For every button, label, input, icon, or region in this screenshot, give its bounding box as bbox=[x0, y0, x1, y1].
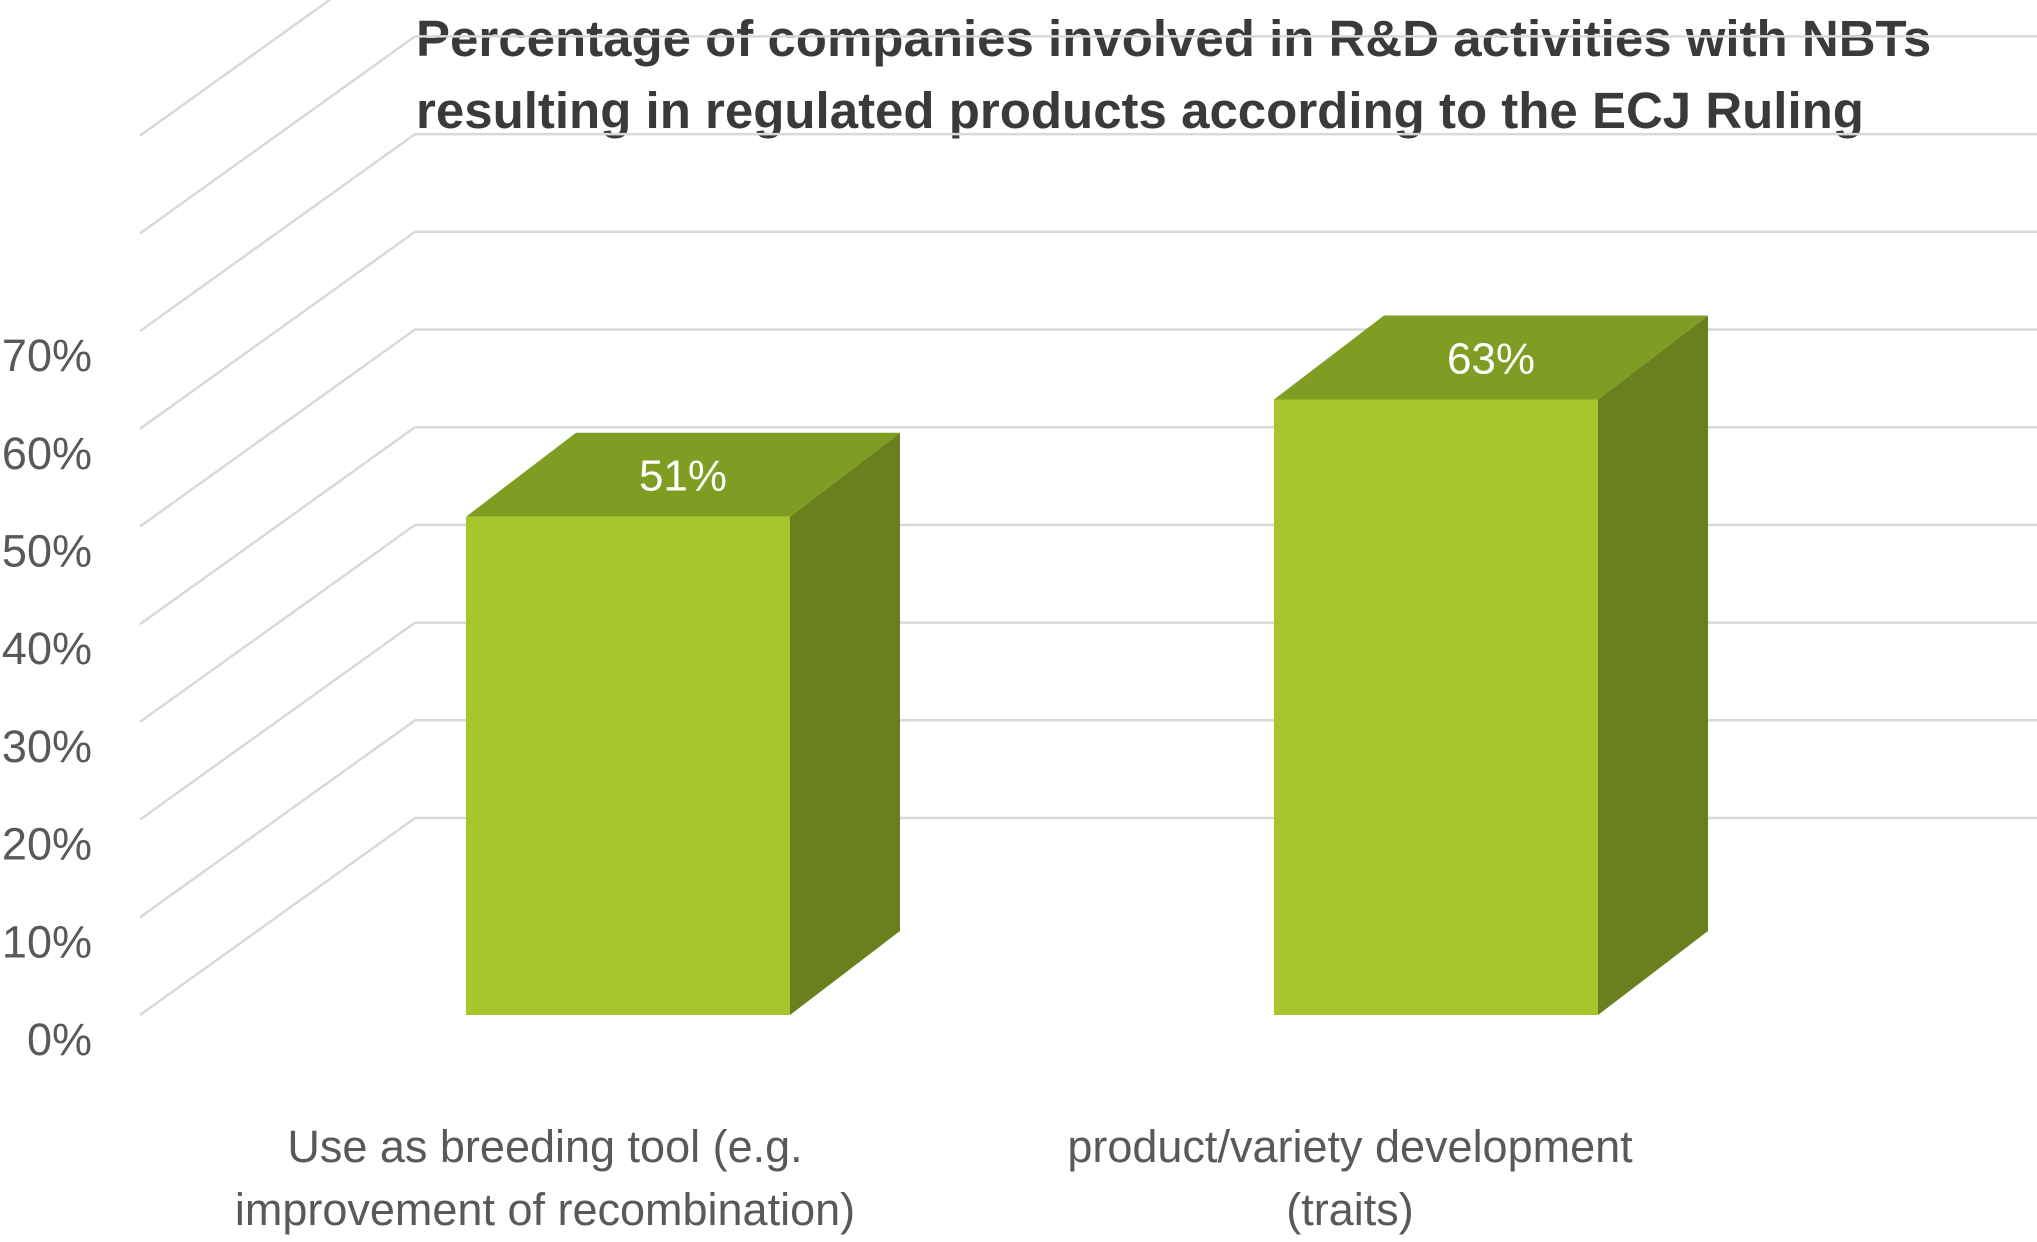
bar: 51% bbox=[466, 432, 900, 1016]
bar-top-face bbox=[466, 432, 900, 517]
y-tick-label: 50% bbox=[2, 526, 92, 577]
gridline-side bbox=[139, 0, 332, 137]
category-label: (traits) bbox=[1286, 1184, 1414, 1235]
y-tick-label: 60% bbox=[2, 428, 92, 479]
chart-title: Percentage of companies involved in R&D … bbox=[416, 10, 1931, 139]
bars: 51% 63% bbox=[466, 315, 1708, 1016]
gridline-side bbox=[139, 621, 416, 821]
y-tick-label: 0% bbox=[27, 1014, 92, 1065]
y-tick-label: 40% bbox=[2, 623, 92, 674]
category-label: product/variety development bbox=[1067, 1121, 1633, 1172]
gridline-side bbox=[139, 133, 416, 333]
chart-title-line-1: Percentage of companies involved in R&D … bbox=[416, 10, 1931, 67]
gridlines bbox=[139, 0, 2037, 1017]
category-label: Use as breeding tool (e.g. bbox=[287, 1121, 802, 1172]
gridline-side bbox=[139, 523, 416, 723]
y-tick-label: 70% bbox=[2, 330, 92, 381]
gridline-side bbox=[139, 426, 416, 626]
data-label: 63% bbox=[1447, 334, 1535, 383]
y-tick-label: 20% bbox=[2, 819, 92, 870]
category-label: improvement of recombination) bbox=[235, 1184, 855, 1235]
y-tick-label: 10% bbox=[2, 916, 92, 967]
data-label: 51% bbox=[639, 452, 727, 501]
gridline-side bbox=[139, 816, 416, 1017]
bar-top-face bbox=[1274, 315, 1708, 400]
bar-side-face bbox=[790, 432, 900, 1016]
x-axis-categories: Use as breeding tool (e.g. improvement of… bbox=[235, 1121, 1633, 1235]
y-tick-label: 30% bbox=[2, 721, 92, 772]
gridline-side bbox=[139, 35, 416, 235]
bar-front-face bbox=[1274, 399, 1598, 1015]
gridline-side bbox=[139, 328, 416, 528]
gridline-side bbox=[139, 719, 416, 919]
bar-front-face bbox=[466, 516, 790, 1015]
y-axis-ticks: 0% 10% 20% 30% 40% 50% 60% 70% bbox=[2, 330, 92, 1065]
gridline-side bbox=[139, 230, 416, 430]
chart-title-line-2: resulting in regulated products accordin… bbox=[416, 82, 1864, 139]
bar: 63% bbox=[1274, 315, 1708, 1015]
bar-side-face bbox=[1598, 315, 1708, 1015]
